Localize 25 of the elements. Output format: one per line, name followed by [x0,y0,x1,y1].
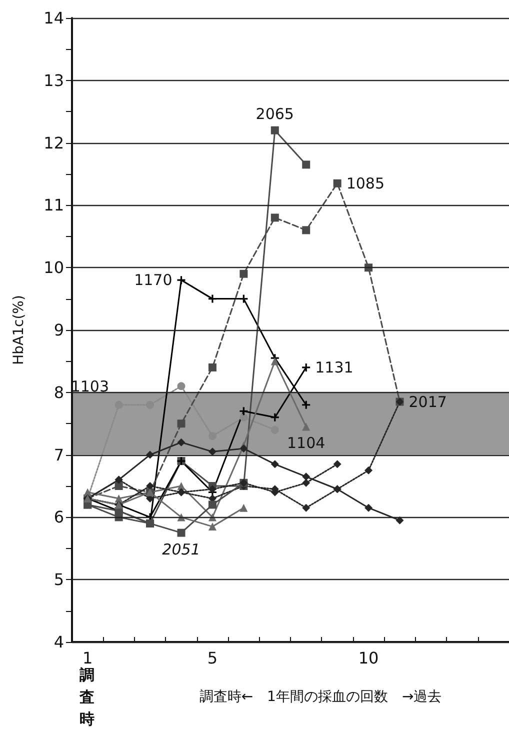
x-tick-label: 10 [358,648,379,668]
series-label: 2051 [162,540,200,558]
series-label: 1131 [315,358,354,376]
y-tick-label: 4 [54,632,64,652]
series-label: 2065 [256,104,294,123]
series-label: 2017 [408,392,447,411]
y-axis-title: HbA1c(%) [11,295,27,365]
y-tick-label: 13 [44,70,64,90]
y-tick-label: 14 [44,8,64,28]
y-tick-label: 6 [54,508,64,527]
text: 調査時 [78,666,95,728]
y-tick-label: 9 [54,320,64,340]
x-tick-label: 1 [82,648,93,668]
series-label: 1104 [287,434,326,452]
x-tick-label: 5 [207,648,218,668]
y-tick-label: 5 [54,570,64,590]
y-tick-label: 11 [44,196,64,215]
x-axis-title: 調査時← 1年間の採血の回数 →過去 [199,689,442,705]
y-tick-label: 10 [44,258,64,278]
series-label: 1085 [346,174,385,192]
y-tick-label: 8 [54,382,64,402]
series-label: 1170 [134,271,172,290]
series-label: 1103 [70,377,110,396]
y-tick-label: 7 [54,445,64,464]
y-tick-label: 12 [44,133,64,152]
